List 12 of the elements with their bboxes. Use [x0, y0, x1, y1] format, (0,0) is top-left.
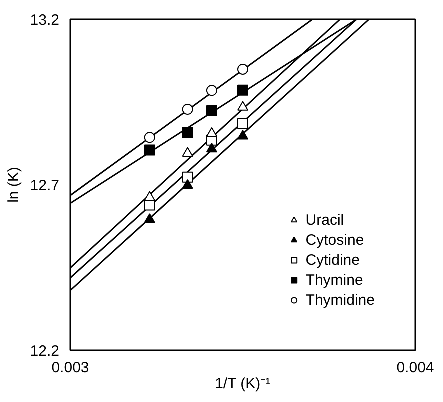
legend-label: Thymine — [306, 271, 364, 289]
legend-label: Cytosine — [306, 231, 364, 249]
legend-label: Thymidine — [306, 291, 375, 309]
x-tick-label: 0.004 — [396, 360, 434, 376]
x-tick-label: 0.003 — [52, 360, 90, 376]
legend-label: Uracil — [306, 211, 344, 229]
x-axis-title: 1/T (K)⁻¹ — [215, 376, 271, 392]
y-tick-label: 13.2 — [30, 12, 60, 29]
y-tick-label: 12.7 — [30, 178, 60, 194]
y-tick-label: 12.2 — [30, 343, 60, 360]
y-axis-title: ln (K) — [5, 167, 22, 203]
legend-label: Cytidine — [306, 251, 360, 269]
